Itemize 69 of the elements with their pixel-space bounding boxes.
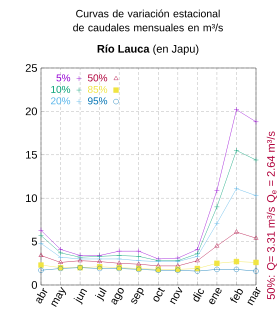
point xyxy=(214,204,220,210)
point xyxy=(136,258,142,264)
point xyxy=(58,260,63,264)
x-tick-label: oct xyxy=(154,287,165,302)
point xyxy=(253,157,259,163)
point xyxy=(38,240,44,246)
x-tick-label: ago xyxy=(112,288,124,305)
x-tick-label: ene xyxy=(209,288,222,304)
point xyxy=(175,263,180,268)
x-tick-label: mar xyxy=(247,286,261,306)
x-tick-label: nov xyxy=(170,286,182,304)
x-tick-label: sep xyxy=(131,288,144,304)
point xyxy=(253,268,259,274)
point xyxy=(253,260,259,266)
point xyxy=(96,256,102,262)
point xyxy=(254,235,258,240)
point xyxy=(194,268,200,274)
x-tick-label: jul xyxy=(94,287,107,302)
x-tick-label: dic xyxy=(192,288,204,302)
point xyxy=(214,260,220,266)
legend-label: 85% xyxy=(88,86,108,93)
point xyxy=(38,228,44,234)
point xyxy=(253,192,259,198)
legend-label: 10% xyxy=(51,86,70,93)
point xyxy=(38,232,44,238)
y-tick-label: 15 xyxy=(26,150,37,159)
point xyxy=(38,262,44,268)
point xyxy=(214,266,220,272)
point xyxy=(234,186,240,192)
text: Q$_{e}$ = 2.64 m³/s xyxy=(266,131,277,202)
y-tick-label: 5 xyxy=(32,238,37,246)
point xyxy=(116,248,122,254)
point xyxy=(136,248,142,254)
point xyxy=(38,268,44,273)
point xyxy=(116,256,122,262)
point xyxy=(234,229,239,234)
x-tick-label: jun xyxy=(74,288,88,305)
x-tick-label: feb xyxy=(230,288,243,304)
point xyxy=(38,252,44,257)
point xyxy=(234,258,240,264)
point xyxy=(234,266,240,272)
point xyxy=(194,254,200,260)
point xyxy=(195,258,200,262)
y-tick-label: 20 xyxy=(26,108,38,116)
legend-label: 50% xyxy=(88,74,108,82)
point xyxy=(253,119,259,125)
point xyxy=(58,250,64,256)
legend-label: 5% xyxy=(56,74,70,82)
x-tick-label: abr xyxy=(36,288,48,304)
legend-label: 95% xyxy=(88,97,108,104)
chart-subtitle: Río Lauca (en Japu) xyxy=(98,44,198,55)
text: 50%: Q= 3.31 m³/s xyxy=(266,207,277,300)
y-tick-label: 25 xyxy=(26,64,37,72)
point xyxy=(136,261,142,266)
point xyxy=(58,254,64,260)
point xyxy=(214,220,220,226)
point xyxy=(116,260,122,265)
y-tick-label: 0 xyxy=(32,281,38,289)
point xyxy=(234,106,240,112)
point xyxy=(214,188,220,194)
point xyxy=(194,246,200,252)
point xyxy=(136,254,142,260)
y-tick-label: 10 xyxy=(26,194,38,202)
point xyxy=(214,243,220,248)
legend-label: 20% xyxy=(51,97,70,104)
chart-title: Curvas de variación estacional de caudales mensuales en m³/s xyxy=(73,10,223,32)
point xyxy=(234,148,240,154)
point xyxy=(97,258,102,264)
point xyxy=(156,263,161,268)
